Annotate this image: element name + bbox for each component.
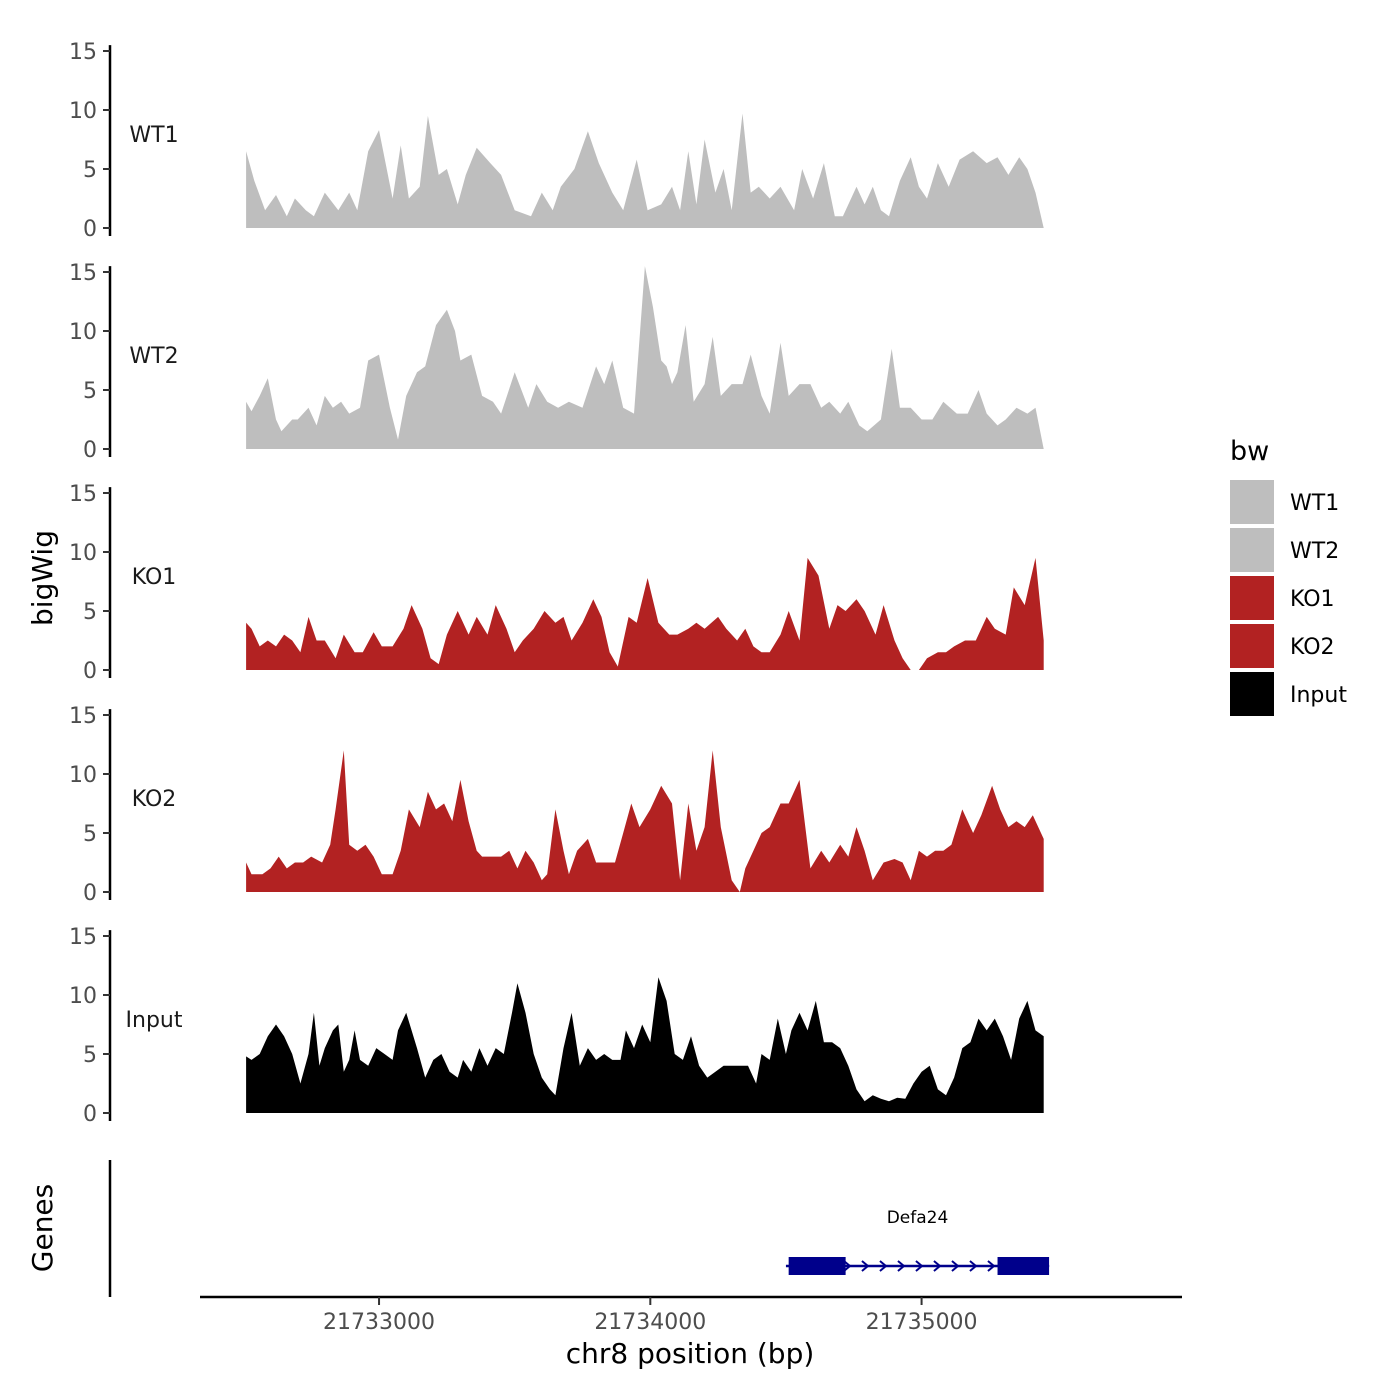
y-tick-label: 5 [83, 822, 97, 847]
track-input: 0 5 10 15 Input [69, 925, 1044, 1127]
legend-key-ko1 [1230, 576, 1274, 620]
track-wt2: 0 5 10 15 WT2 [69, 261, 1044, 463]
gene-name-label: Defa24 [887, 1208, 949, 1228]
track-wt1: 0 5 10 15 WT1 [69, 40, 1044, 242]
coverage-area-input [246, 977, 1044, 1113]
track-label: WT2 [129, 344, 178, 369]
strand-arrow [987, 1260, 996, 1272]
track-label: KO2 [132, 787, 177, 812]
y-tick-label: 5 [83, 600, 97, 625]
legend-key-ko2 [1230, 624, 1274, 668]
track-ko2: 0 5 10 15 KO2 [69, 704, 1044, 906]
legend-label: KO2 [1290, 635, 1335, 660]
y-tick-label: 15 [69, 261, 97, 286]
y-tick-label: 0 [83, 217, 97, 242]
legend-key-wt1 [1230, 480, 1274, 524]
x-tick-label: 21735000 [866, 1310, 978, 1335]
y-tick-label: 0 [83, 659, 97, 684]
coverage-area-wt1 [246, 113, 1044, 228]
track-label: Input [126, 1008, 183, 1033]
legend: bw WT1 WT2 KO1 KO2 Input [1230, 436, 1347, 716]
y-tick-label: 5 [83, 1043, 97, 1068]
gene-defa24: Defa24 [785, 1208, 1050, 1275]
bigwig-tracks: 0 5 10 15 WT1 0 5 10 15 WT2 0 5 10 15 KO1 0 5 10 15 KO2 0 5 10… [69, 40, 1044, 1127]
strand-arrow [897, 1260, 906, 1272]
legend-key-input [1230, 672, 1274, 716]
strand-arrow [915, 1260, 924, 1272]
y-tick-label: 10 [69, 99, 97, 124]
coverage-area-ko1 [246, 557, 1044, 670]
y-tick-label: 15 [69, 704, 97, 729]
strand-arrow [933, 1260, 942, 1272]
legend-label: KO1 [1290, 587, 1335, 612]
legend-label: WT1 [1290, 491, 1339, 516]
x-tick-label: 21733000 [323, 1310, 435, 1335]
x-axis: 21733000 21734000 21735000 [200, 1295, 1182, 1335]
coverage-area-wt2 [246, 266, 1044, 449]
strand-arrow [843, 1260, 852, 1272]
gene-exon [788, 1257, 846, 1275]
y-tick-label: 0 [83, 438, 97, 463]
y-tick-label: 0 [83, 881, 97, 906]
y-tick-label: 10 [69, 541, 97, 566]
legend-title: bw [1230, 436, 1269, 467]
track-ko1: 0 5 10 15 KO1 [69, 482, 1044, 684]
legend-key-wt2 [1230, 528, 1274, 572]
legend-label: Input [1290, 683, 1347, 708]
y-tick-label: 0 [83, 1102, 97, 1127]
genes-panel: Defa24 [108, 1160, 1050, 1297]
y-axis-title: bigWig [26, 530, 59, 626]
y-tick-label: 5 [83, 158, 97, 183]
gene-exon [997, 1257, 1050, 1275]
strand-arrow [861, 1260, 870, 1272]
strand-arrow [951, 1260, 960, 1272]
y-tick-label: 10 [69, 984, 97, 1009]
track-label: WT1 [129, 123, 178, 148]
y-tick-label: 5 [83, 379, 97, 404]
y-tick-label: 10 [69, 763, 97, 788]
y-tick-label: 15 [69, 925, 97, 950]
y-tick-label: 15 [69, 40, 97, 65]
y-tick-label: 10 [69, 320, 97, 345]
track-label: KO1 [132, 565, 177, 590]
strand-arrow [969, 1260, 978, 1272]
genes-axis-title: Genes [26, 1184, 59, 1272]
x-tick-label: 21734000 [594, 1310, 706, 1335]
x-axis-title: chr8 position (bp) [566, 1337, 815, 1370]
y-tick-label: 15 [69, 482, 97, 507]
strand-arrow [879, 1260, 888, 1272]
legend-label: WT2 [1290, 539, 1339, 564]
coverage-area-ko2 [246, 750, 1044, 892]
